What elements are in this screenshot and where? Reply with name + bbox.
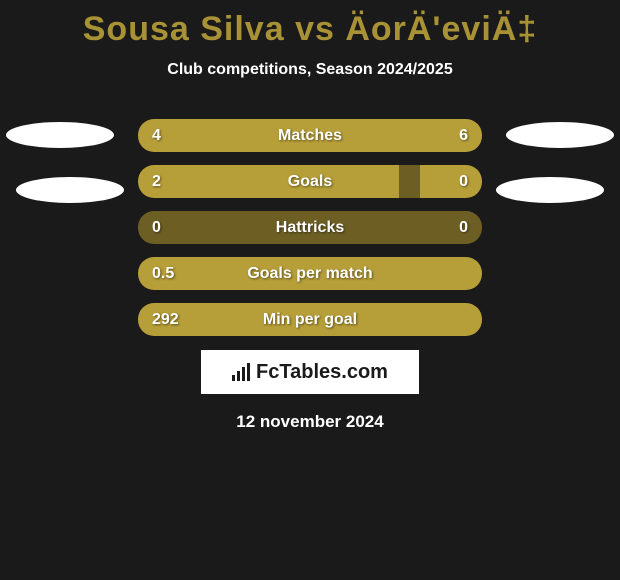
stat-row-gpm: 0.5 Goals per match	[0, 257, 620, 290]
bar-track: 0.5 Goals per match	[138, 257, 482, 290]
stat-value-left: 2	[152, 173, 161, 191]
bar-fill-left	[138, 165, 399, 198]
stat-value-right: 0	[459, 173, 468, 191]
stat-row-hattricks: 0 Hattricks 0	[0, 211, 620, 244]
stat-row-mpg: 292 Min per goal	[0, 303, 620, 336]
bar-track: 292 Min per goal	[138, 303, 482, 336]
bar-track: 2 Goals 0	[138, 165, 482, 198]
bar-track: 0 Hattricks 0	[138, 211, 482, 244]
subtitle: Club competitions, Season 2024/2025	[0, 61, 620, 79]
logo-text: FcTables.com	[256, 361, 388, 384]
stats-container: 4 Matches 6 2 Goals 0 0 Hattricks 0 0.5 …	[0, 119, 620, 336]
bar-track: 4 Matches 6	[138, 119, 482, 152]
stat-row-goals: 2 Goals 0	[0, 165, 620, 198]
stat-label: Min per goal	[263, 311, 357, 329]
barchart-icon	[232, 363, 252, 381]
stat-row-matches: 4 Matches 6	[0, 119, 620, 152]
stat-value-left: 4	[152, 127, 161, 145]
stat-label: Goals	[288, 173, 332, 191]
stat-value-right: 6	[459, 127, 468, 145]
stat-value-left: 0.5	[152, 265, 174, 283]
stat-value-left: 0	[152, 219, 161, 237]
bar-fill-right	[420, 165, 482, 198]
stat-label: Goals per match	[247, 265, 372, 283]
date-text: 12 november 2024	[0, 412, 620, 432]
stat-label: Hattricks	[276, 219, 344, 237]
logo-box[interactable]: FcTables.com	[201, 350, 419, 394]
page-title: Sousa Silva vs ÄorÄ'eviÄ‡	[0, 0, 620, 49]
stat-label: Matches	[278, 127, 342, 145]
stat-value-left: 292	[152, 311, 179, 329]
stat-value-right: 0	[459, 219, 468, 237]
